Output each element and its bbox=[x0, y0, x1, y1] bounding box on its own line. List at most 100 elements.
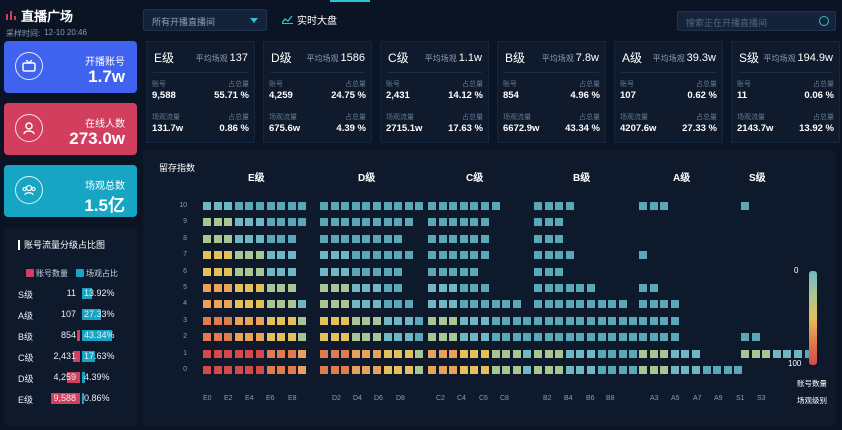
heatmap-cell[interactable] bbox=[628, 332, 639, 343]
heatmap-cell[interactable] bbox=[638, 250, 648, 261]
heatmap-cell[interactable] bbox=[372, 348, 382, 359]
heatmap-cell[interactable] bbox=[511, 299, 522, 310]
heatmap-cell[interactable] bbox=[255, 266, 265, 277]
heatmap-cell[interactable] bbox=[319, 266, 329, 277]
tab-realtime[interactable]: 实时大盘 bbox=[282, 12, 337, 27]
heatmap-cell[interactable] bbox=[350, 283, 361, 293]
heatmap-cell[interactable] bbox=[427, 250, 437, 261]
heatmap-cell[interactable] bbox=[648, 283, 659, 293]
level-card[interactable]: A级 平均场观 39.3w 账号 107 占总量 0.62 % 场观流量 4207.6w 占总量 2… bbox=[614, 41, 723, 143]
heatmap-cell[interactable] bbox=[554, 266, 565, 277]
heatmap-cell[interactable] bbox=[554, 332, 565, 343]
heatmap-cell[interactable] bbox=[458, 332, 469, 343]
legend-item-views[interactable]: 场观占比 bbox=[76, 268, 118, 279]
heatmap-cell[interactable] bbox=[223, 348, 234, 359]
heatmap-cell[interactable] bbox=[329, 283, 340, 293]
heatmap-cell[interactable] bbox=[382, 217, 393, 228]
heatmap-cell[interactable] bbox=[223, 217, 234, 228]
heatmap-cell[interactable] bbox=[255, 365, 265, 375]
heatmap-cell[interactable] bbox=[448, 348, 459, 359]
heatmap-cell[interactable] bbox=[638, 315, 648, 326]
heatmap-cell[interactable] bbox=[403, 299, 414, 310]
heatmap-cell[interactable] bbox=[350, 348, 361, 359]
heatmap-cell[interactable] bbox=[265, 266, 276, 277]
heatmap-cell[interactable] bbox=[393, 201, 404, 211]
heatmap-cell[interactable] bbox=[393, 283, 404, 293]
heatmap-cell[interactable] bbox=[543, 299, 554, 310]
heatmap-cell[interactable] bbox=[244, 348, 255, 359]
heatmap-cell[interactable] bbox=[361, 348, 372, 359]
heatmap-cell[interactable] bbox=[297, 365, 308, 375]
heatmap-cell[interactable] bbox=[361, 299, 372, 310]
heatmap-cell[interactable] bbox=[286, 332, 297, 343]
heatmap-cell[interactable] bbox=[212, 217, 223, 228]
heatmap-cell[interactable] bbox=[233, 266, 244, 277]
heatmap-cell[interactable] bbox=[361, 201, 372, 211]
heatmap-cell[interactable] bbox=[244, 365, 255, 375]
heatmap-cell[interactable] bbox=[361, 315, 372, 326]
heatmap-cell[interactable] bbox=[265, 283, 276, 293]
heatmap-cell[interactable] bbox=[437, 217, 448, 228]
heatmap-cell[interactable] bbox=[414, 315, 425, 326]
heatmap-cell[interactable] bbox=[740, 201, 750, 211]
heatmap-cell[interactable] bbox=[223, 283, 234, 293]
heatmap-cell[interactable] bbox=[490, 201, 501, 211]
heatmap-cell[interactable] bbox=[382, 283, 393, 293]
stat-card-views[interactable]: 场观总数 1.5亿 bbox=[4, 165, 137, 217]
heatmap-cell[interactable] bbox=[586, 299, 596, 310]
level-card[interactable]: B级 平均场观 7.8w 账号 854 占总量 4.96 % 场观流量 6672.9w 占总量 43… bbox=[497, 41, 606, 143]
heatmap-cell[interactable] bbox=[319, 217, 329, 228]
heatmap-cell[interactable] bbox=[350, 299, 361, 310]
heatmap-cell[interactable] bbox=[212, 250, 223, 261]
heatmap-cell[interactable] bbox=[511, 348, 522, 359]
heatmap-cell[interactable] bbox=[244, 233, 255, 244]
heatmap-cell[interactable] bbox=[329, 348, 340, 359]
heatmap-cell[interactable] bbox=[437, 315, 448, 326]
heatmap-cell[interactable] bbox=[458, 315, 469, 326]
heatmap-cell[interactable] bbox=[427, 201, 437, 211]
heatmap-cell[interactable] bbox=[691, 348, 701, 359]
heatmap-cell[interactable] bbox=[276, 266, 287, 277]
heatmap-cell[interactable] bbox=[361, 283, 372, 293]
heatmap-cell[interactable] bbox=[202, 299, 212, 310]
heatmap-cell[interactable] bbox=[297, 201, 308, 211]
heatmap-cell[interactable] bbox=[286, 250, 297, 261]
heatmap-cell[interactable] bbox=[554, 299, 565, 310]
heatmap-cell[interactable] bbox=[511, 332, 522, 343]
heatmap-cell[interactable] bbox=[212, 348, 223, 359]
heatmap-cell[interactable] bbox=[393, 250, 404, 261]
heatmap-cell[interactable] bbox=[319, 233, 329, 244]
heatmap-cell[interactable] bbox=[469, 348, 480, 359]
heatmap-cell[interactable] bbox=[586, 283, 596, 293]
heatmap-cell[interactable] bbox=[382, 266, 393, 277]
heatmap-cell[interactable] bbox=[265, 348, 276, 359]
heatmap-cell[interactable] bbox=[255, 250, 265, 261]
heatmap-cell[interactable] bbox=[669, 299, 680, 310]
heatmap-cell[interactable] bbox=[659, 365, 670, 375]
heatmap-cell[interactable] bbox=[202, 250, 212, 261]
heatmap-cell[interactable] bbox=[329, 315, 340, 326]
heatmap-cell[interactable] bbox=[469, 217, 480, 228]
heatmap-cell[interactable] bbox=[733, 365, 744, 375]
heatmap-cell[interactable] bbox=[793, 348, 803, 359]
heatmap-cell[interactable] bbox=[276, 315, 287, 326]
heatmap-cell[interactable] bbox=[414, 348, 425, 359]
heatmap-cell[interactable] bbox=[276, 299, 287, 310]
heatmap-cell[interactable] bbox=[617, 299, 628, 310]
heatmap-cell[interactable] bbox=[533, 348, 543, 359]
heatmap-cell[interactable] bbox=[648, 299, 659, 310]
heatmap-cell[interactable] bbox=[276, 365, 287, 375]
heatmap-cell[interactable] bbox=[372, 266, 382, 277]
heatmap-cell[interactable] bbox=[233, 201, 244, 211]
heatmap-cell[interactable] bbox=[617, 332, 628, 343]
heatmap-cell[interactable] bbox=[437, 233, 448, 244]
heatmap-cell[interactable] bbox=[501, 365, 512, 375]
heatmap-cell[interactable] bbox=[490, 365, 501, 375]
heatmap-cell[interactable] bbox=[329, 233, 340, 244]
heatmap-cell[interactable] bbox=[554, 365, 565, 375]
heatmap-cell[interactable] bbox=[202, 201, 212, 211]
heatmap-cell[interactable] bbox=[782, 348, 793, 359]
search-input[interactable]: 搜索正在开播直播间 bbox=[677, 11, 836, 31]
heatmap-cell[interactable] bbox=[607, 299, 618, 310]
heatmap-cell[interactable] bbox=[628, 348, 639, 359]
